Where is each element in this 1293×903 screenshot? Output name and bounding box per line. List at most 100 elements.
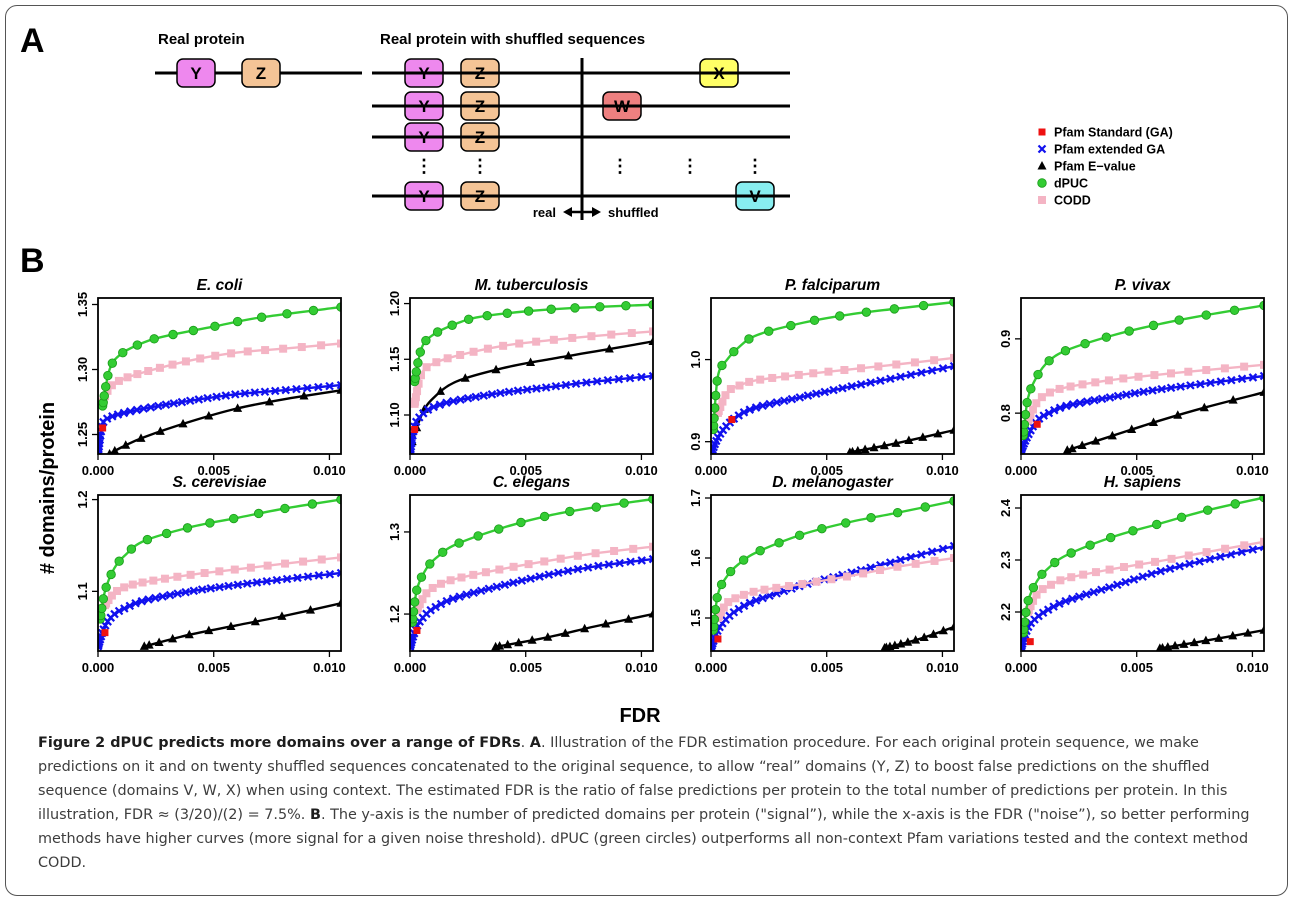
data-point <box>146 403 156 412</box>
data-point <box>729 347 739 357</box>
data-point <box>911 559 920 568</box>
data-point <box>774 538 784 548</box>
plot-area <box>1021 495 1264 651</box>
data-point <box>1139 387 1148 397</box>
data-point <box>729 607 739 617</box>
data-point <box>1184 367 1193 376</box>
data-point <box>114 606 124 616</box>
data-point <box>118 347 128 358</box>
data-point <box>221 391 231 400</box>
data-point <box>1196 379 1205 389</box>
x-tick-label: 0.010 <box>313 463 346 478</box>
data-point <box>432 358 441 367</box>
data-point <box>824 367 833 376</box>
data-point <box>829 385 838 395</box>
divider-arrow-right <box>592 207 601 217</box>
data-point <box>827 575 836 584</box>
data-point <box>1214 633 1224 642</box>
data-point <box>1085 540 1095 550</box>
data-point <box>421 335 431 346</box>
panel-a: A Real protein Real protein with shuffle… <box>20 22 790 220</box>
data-point <box>463 393 473 403</box>
data-point <box>314 571 324 580</box>
y-tick-label: 2.3 <box>998 551 1013 569</box>
data-point <box>1195 557 1204 566</box>
y-tick-label: 1.5 <box>688 609 703 627</box>
domain-label: Y <box>190 64 202 83</box>
y-tick-label: 1.3 <box>387 523 402 541</box>
data-point <box>232 316 243 327</box>
data-point <box>413 626 421 634</box>
data-point <box>469 570 478 579</box>
data-point <box>442 398 451 408</box>
data-point <box>281 559 290 568</box>
plot-frame <box>710 494 955 652</box>
x-tick-label: 0.000 <box>394 463 427 478</box>
data-point <box>308 305 319 316</box>
data-point <box>587 332 596 341</box>
data-point <box>625 373 635 383</box>
shuffled-word: shuffled <box>608 205 659 220</box>
data-point <box>154 401 163 411</box>
data-point <box>919 632 929 641</box>
data-point <box>1221 544 1230 553</box>
data-point <box>1174 315 1184 325</box>
data-point <box>184 629 194 639</box>
data-point <box>615 558 624 568</box>
data-point <box>1105 565 1114 574</box>
data-point <box>649 542 653 551</box>
data-point <box>794 370 803 379</box>
data-point <box>856 380 866 389</box>
data-point <box>99 391 109 401</box>
plot-area <box>98 302 341 454</box>
data-point <box>1206 378 1215 388</box>
y-tick-label: 1.6 <box>688 549 703 567</box>
data-point <box>98 594 109 604</box>
series-line <box>1022 496 1264 633</box>
data-point <box>917 368 926 377</box>
data-point <box>1077 440 1087 450</box>
data-point <box>524 560 533 569</box>
data-point <box>920 502 930 512</box>
data-point <box>745 405 755 414</box>
data-point <box>1056 576 1065 585</box>
legend-label: Pfam E−value <box>1054 160 1136 174</box>
x-tick-label: 0.010 <box>625 463 658 478</box>
data-point <box>1170 640 1180 650</box>
data-point <box>1038 585 1047 594</box>
data-point <box>866 563 875 572</box>
plot-area <box>711 496 954 651</box>
svg-text:⋮: ⋮ <box>746 156 764 176</box>
data-point <box>755 546 765 556</box>
data-point <box>1129 575 1139 584</box>
data-point <box>1082 590 1091 599</box>
chart-title: D. melanogaster <box>772 474 894 491</box>
data-point <box>917 550 926 559</box>
data-point <box>1121 577 1130 587</box>
chart-grid: E. coli 0.000 0.005 0.010 1.25 1.30 1.35 M. tub… <box>75 277 1269 675</box>
data-point <box>1021 419 1030 430</box>
data-point <box>263 561 272 570</box>
data-point <box>1082 397 1092 406</box>
data-point <box>442 596 452 606</box>
data-point <box>760 585 769 594</box>
data-point <box>499 341 508 350</box>
data-point <box>483 344 492 353</box>
plot-frame <box>97 494 342 652</box>
data-point <box>224 581 233 591</box>
x-tick-label: 0.000 <box>1005 660 1038 675</box>
data-point <box>306 605 316 614</box>
x-tick-label: 0.000 <box>695 660 728 675</box>
data-point <box>438 547 448 558</box>
data-point <box>604 344 614 353</box>
data-point <box>132 340 143 350</box>
data-point <box>772 583 781 592</box>
data-point <box>101 582 111 593</box>
data-point <box>1166 383 1176 393</box>
legend-marker <box>1038 196 1046 204</box>
data-point <box>413 387 422 396</box>
data-point <box>711 413 719 423</box>
data-point <box>726 385 735 394</box>
data-point <box>114 556 124 566</box>
